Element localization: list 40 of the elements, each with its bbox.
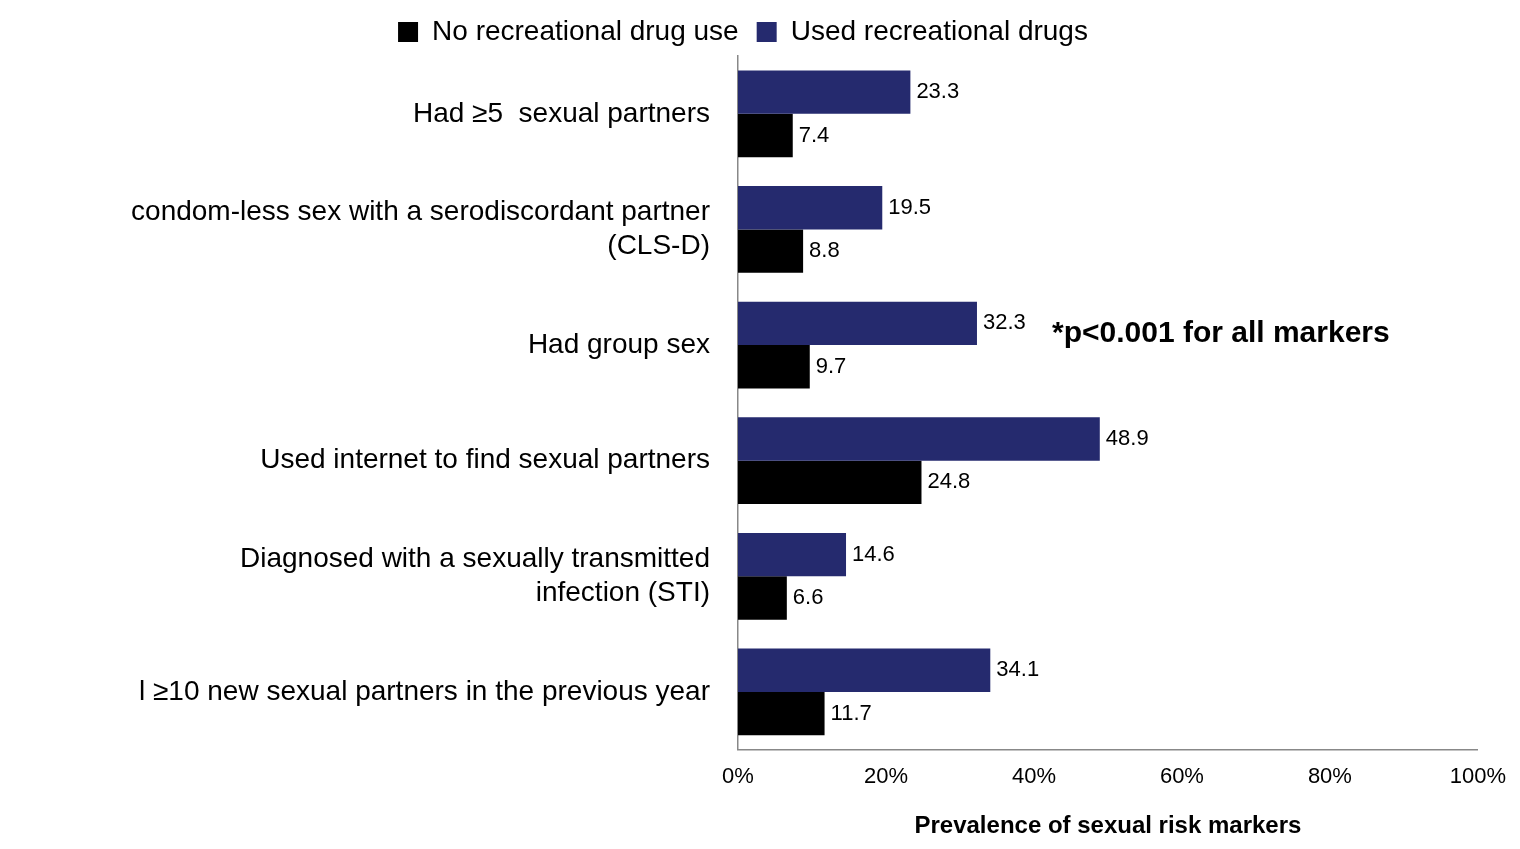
y-tick-label: Had group sex	[527, 327, 710, 359]
data-label: 9.7	[815, 352, 847, 378]
data-label: 14.6	[852, 540, 895, 566]
bar	[738, 691, 825, 736]
x-axis-title: Prevalence of sexual risk markers	[914, 811, 1302, 839]
data-label: 32.3	[982, 309, 1026, 335]
bar	[738, 345, 810, 389]
bar	[738, 229, 804, 273]
x-tick-label: 20%	[863, 763, 908, 789]
bar	[738, 301, 977, 346]
y-tick-label: l ≥10 new sexual partners in the previous year	[138, 674, 710, 706]
data-label: 23.3	[916, 78, 960, 104]
data-label: 24.8	[927, 468, 971, 494]
bar	[738, 70, 911, 114]
x-tick-label: 60%	[1159, 763, 1204, 789]
data-label: 6.6	[792, 584, 824, 610]
data-label: 48.9	[1105, 425, 1149, 451]
bar	[738, 576, 787, 620]
bar	[738, 532, 847, 577]
bar	[738, 417, 1100, 461]
x-tick-label: 0%	[722, 763, 754, 789]
bar	[738, 186, 883, 230]
data-label: 19.5	[888, 193, 932, 219]
y-tick-label: Diagnosed with a sexually transmitted infection (STI)	[239, 542, 710, 607]
annotation: *p<0.001 for all markers	[1052, 315, 1390, 349]
bar	[738, 648, 991, 692]
x-tick-label: 100%	[1449, 763, 1507, 789]
bar	[738, 460, 922, 505]
y-tick-label: condom-less sex with a serodiscordant partner (CLS-D)	[131, 195, 710, 260]
data-label: 34.1	[996, 656, 1040, 682]
data-label: 7.4	[798, 121, 830, 147]
y-tick-label: Used internet to find sexual partners	[260, 443, 710, 475]
data-label: 8.8	[809, 237, 840, 263]
x-tick-label: 80%	[1307, 763, 1352, 789]
x-tick-label: 40%	[1011, 763, 1056, 789]
data-label: 11.7	[830, 699, 872, 725]
legend-label: Used recreational drugs	[790, 14, 1088, 46]
bar	[738, 113, 793, 158]
legend-label: No recreational drug use	[432, 14, 739, 46]
y-tick-label: Had ≥5 sexual partners	[412, 96, 710, 128]
